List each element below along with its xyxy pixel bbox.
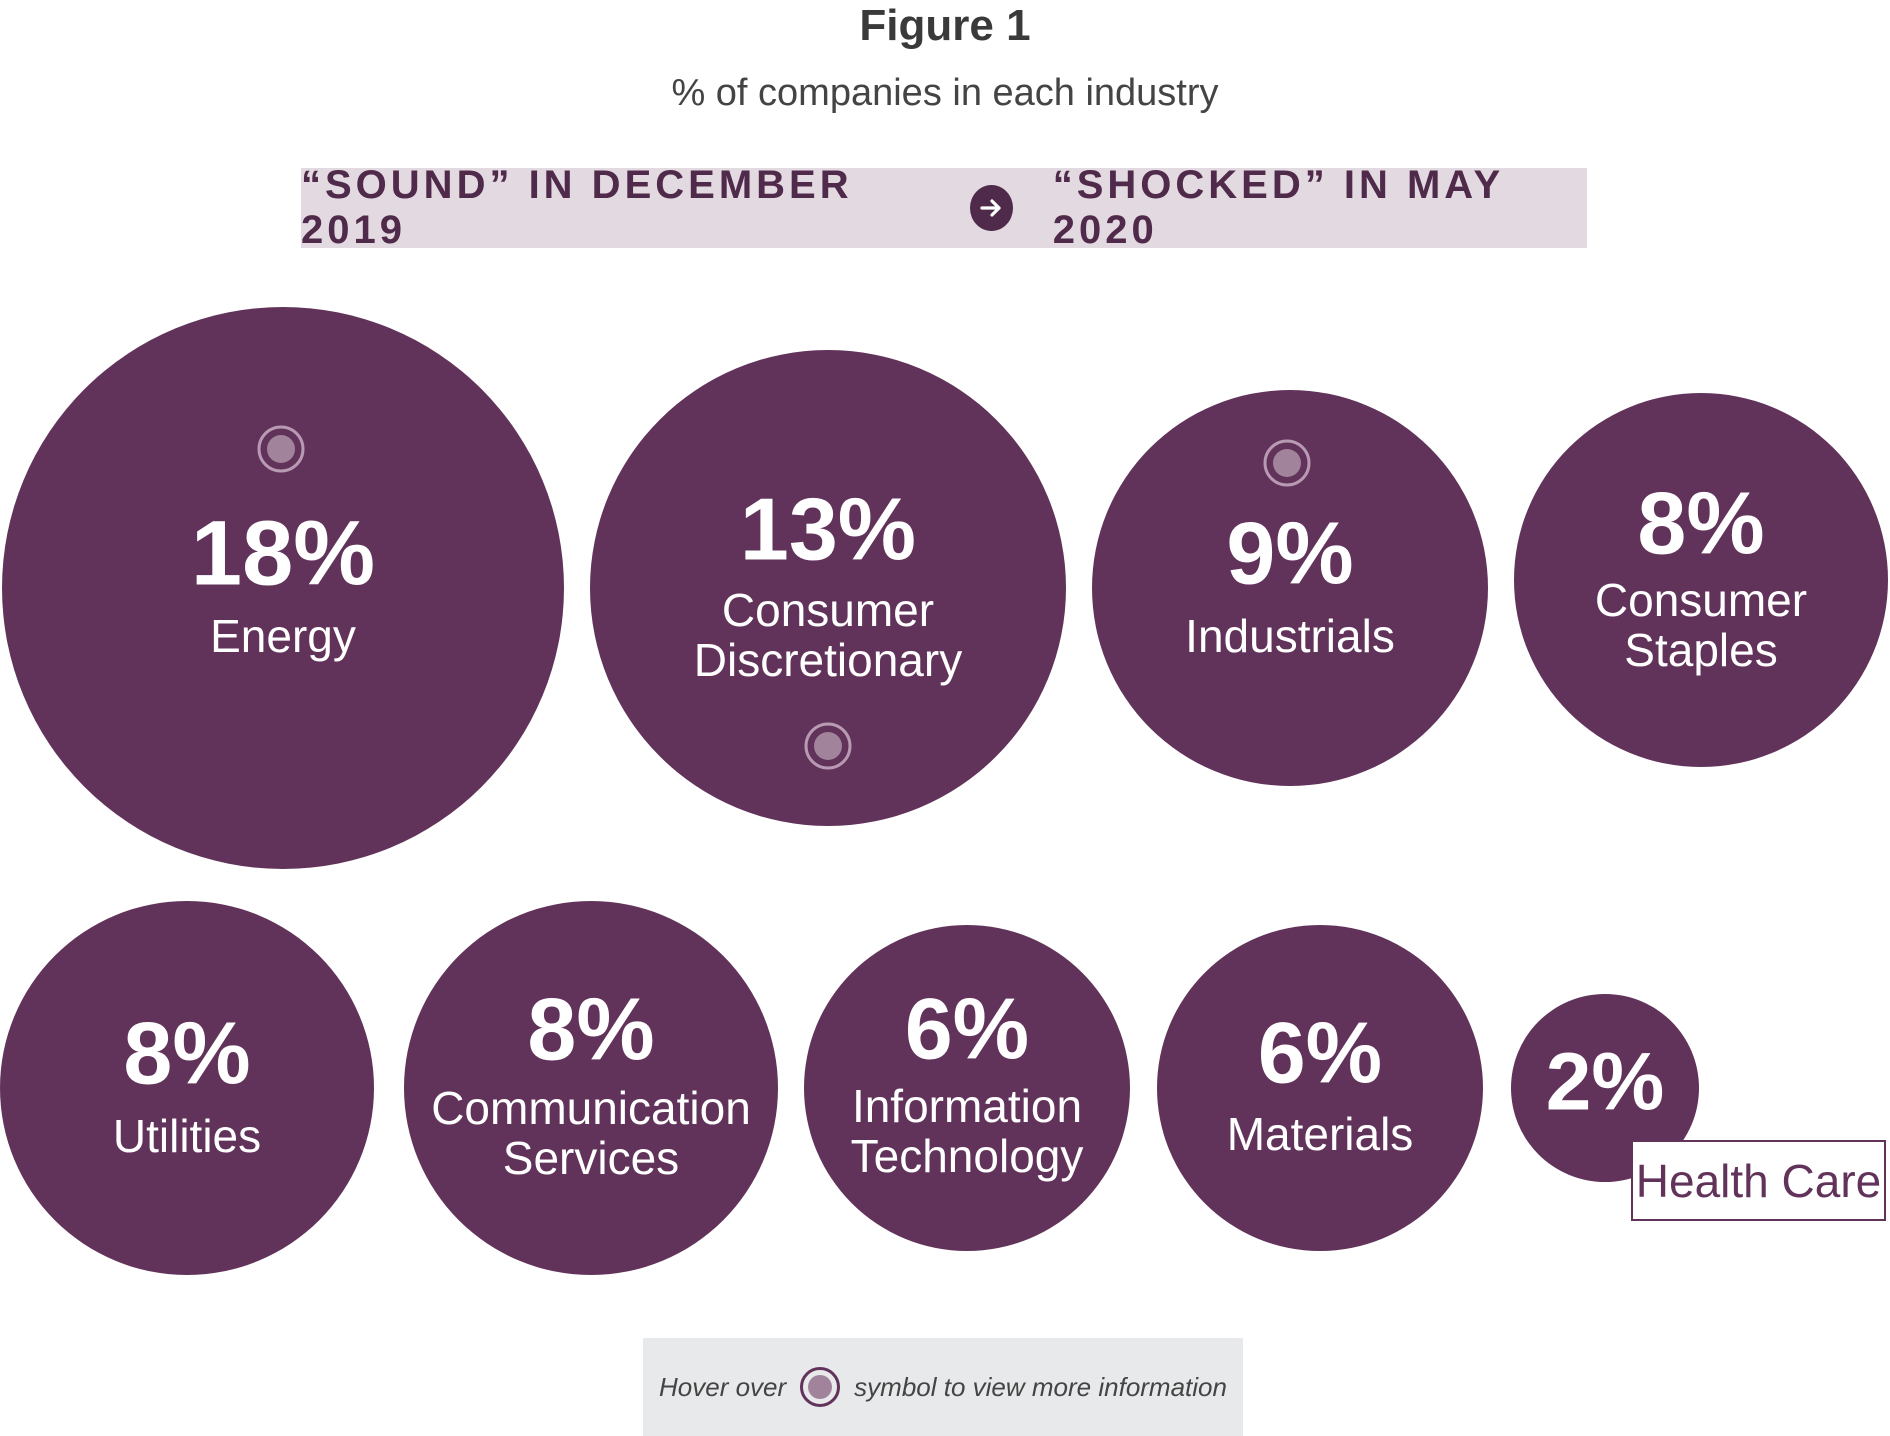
bubble-circle-communication-services [404, 901, 778, 1275]
bubble-circle-materials [1157, 925, 1483, 1251]
data-label-category-information-technology-line2: Technology [851, 1130, 1084, 1182]
bubble-circle-energy [2, 307, 564, 869]
data-label-category-consumer-staples-line2: Staples [1624, 624, 1777, 676]
bubble-health-care: 2% [1511, 994, 1699, 1182]
data-label-value-utilities: 8% [123, 1003, 250, 1102]
data-label-value-communication-services: 8% [527, 979, 654, 1078]
data-label-category-communication-services-line2: Services [503, 1132, 679, 1184]
bubble-circle-consumer-staples [1514, 393, 1888, 767]
chart-subtitle: % of companies in each industry [671, 72, 1219, 114]
bubble-circle-industrials [1092, 390, 1488, 786]
arrow-right-icon [969, 185, 1013, 231]
bubble-energy: 18% Energy [2, 307, 564, 869]
banner-to-label: “SHOCKED” IN MAY 2020 [1052, 163, 1504, 252]
data-label-category-consumer-discretionary-line2: Discretionary [694, 634, 962, 686]
transition-banner: “SOUND” IN DECEMBER 2019 “SHOCKED” IN MA… [301, 163, 1587, 252]
hint-text-before: Hover over [659, 1371, 787, 1402]
banner-from-label: “SOUND” IN DECEMBER 2019 [301, 163, 853, 252]
hover-info-icon-energy[interactable] [257, 425, 305, 473]
info-dot-icon [800, 1367, 841, 1407]
data-label-value-consumer-staples: 8% [1637, 473, 1764, 572]
hint-text-after: symbol to view more information [854, 1371, 1227, 1402]
data-label-category-materials: Materials [1227, 1108, 1414, 1160]
data-label-category-consumer-staples-line1: Consumer [1595, 574, 1807, 626]
data-label-category-consumer-discretionary-line1: Consumer [722, 584, 934, 636]
data-label-value-industrials: 9% [1226, 503, 1353, 602]
data-label-value-materials: 6% [1258, 1006, 1382, 1102]
bubble-industrials: 9% Industrials [1092, 390, 1488, 786]
bubble-utilities: 8% Utilities [0, 901, 374, 1275]
data-label-value-information-technology: 6% [905, 982, 1029, 1078]
data-label-value-consumer-discretionary: 13% [740, 479, 916, 578]
bubble-circle-utilities [0, 901, 374, 1275]
bubble-circle-health-care [1511, 994, 1699, 1182]
bubble-materials: 6% Materials [1157, 925, 1483, 1251]
data-label-category-utilities: Utilities [113, 1110, 261, 1162]
data-label-category-industrials: Industrials [1185, 610, 1395, 662]
hover-hint: Hover over symbol to view more informati… [643, 1338, 1243, 1436]
bubble-circle-information-technology [804, 925, 1130, 1251]
data-label-category-information-technology-line1: Information [852, 1080, 1082, 1132]
health-care-label-box: Health Care [1631, 1140, 1886, 1221]
data-label-category-communication-services-line1: Communication [431, 1082, 751, 1134]
chart-title: Figure 1 [859, 1, 1031, 50]
bubble-circle-consumer-discretionary [590, 350, 1066, 826]
data-label-value-energy: 18% [191, 502, 375, 604]
data-label-value-health-care: 2% [1546, 1037, 1665, 1128]
hover-info-icon-consumer-discretionary[interactable] [804, 722, 852, 770]
data-label-category-energy: Energy [210, 610, 356, 662]
hover-info-icon-industrials[interactable] [1263, 439, 1311, 487]
